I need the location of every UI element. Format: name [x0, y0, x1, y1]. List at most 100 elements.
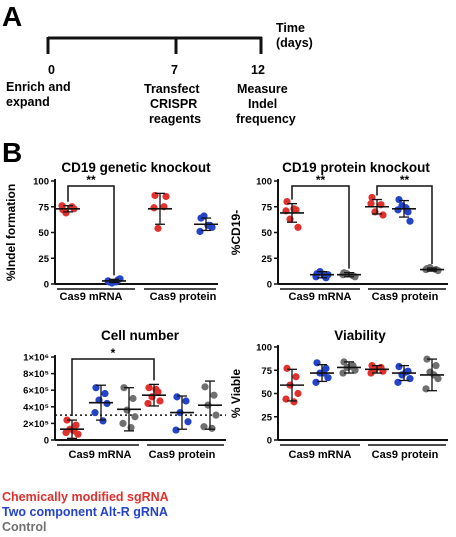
data-point	[395, 195, 403, 204]
y-tick-label: 25	[261, 254, 272, 265]
y-axis-label: % Viable	[229, 369, 243, 418]
event-text-line: Transfect	[144, 82, 200, 96]
series-chemically_modified	[60, 416, 84, 439]
data-point	[294, 389, 302, 398]
data-point	[312, 378, 320, 386]
data-point	[154, 224, 162, 232]
series-two_component	[392, 195, 416, 225]
y-tick-label: 2×10⁵	[23, 419, 49, 430]
y-tick-label: 50	[261, 389, 272, 400]
data-point	[58, 202, 66, 210]
panel-a: A Time (days) 0 Enrich and expand 7 Tran…	[2, 1, 313, 126]
data-point	[432, 362, 440, 370]
data-point	[379, 211, 387, 219]
chart-title: Viability	[334, 328, 386, 343]
group-label: Cas9 mRNA	[289, 291, 352, 303]
series-control	[420, 355, 444, 393]
data-point	[129, 394, 137, 403]
data-point	[294, 223, 302, 231]
data-point	[145, 384, 153, 392]
significance-label: **	[316, 173, 326, 187]
y-tick-label: 1×10⁶	[23, 353, 49, 364]
series-chemically_modified	[280, 364, 304, 406]
y-tick-label: 75	[38, 202, 49, 213]
chart-cell-number: Cell number 0 2×10⁵ 4×10⁵ 6×10⁵ 8×10⁵ 1×10⁶ Cas…	[23, 328, 226, 461]
data-point	[406, 217, 414, 225]
legend-item-control: Control	[2, 520, 47, 534]
series-chemically_modified	[142, 383, 166, 408]
significance-label: *	[111, 346, 116, 360]
significance-bracket	[376, 185, 433, 265]
y-tick-label: 4×10⁵	[23, 402, 49, 413]
series-chemically_modified	[56, 202, 80, 217]
significance-bracket	[291, 185, 350, 269]
event-text-line: frequency	[236, 112, 296, 126]
series-two_component	[170, 393, 194, 434]
y-tick-label: 0	[267, 436, 272, 447]
event-day-label: 0	[48, 63, 55, 77]
panel-b-letter: B	[2, 137, 22, 168]
y-axis-label: %Indel formation	[4, 184, 18, 281]
series-control	[337, 269, 361, 281]
data-point	[172, 426, 180, 434]
series-two_component	[310, 268, 334, 282]
data-point	[422, 385, 430, 393]
chart-title: Cell number	[101, 328, 180, 343]
data-point	[131, 413, 139, 421]
data-point	[313, 359, 321, 367]
data-point	[91, 409, 99, 417]
data-point	[283, 364, 291, 372]
series-chemically_modified	[280, 198, 304, 231]
chart-title: CD19 protein knockout	[282, 160, 430, 175]
data-point	[119, 419, 127, 427]
group-label: Cas9 protein	[149, 449, 216, 461]
chart-cd19-genetic-knockout: CD19 genetic knockout %Indel formation 0 25…	[4, 160, 218, 303]
y-tick-label: 0	[44, 280, 49, 291]
y-tick-label: 75	[261, 366, 272, 377]
y-tick-label: 25	[261, 412, 272, 423]
data-point	[173, 393, 181, 401]
y-tick-label: 100	[33, 177, 49, 188]
data-point	[101, 389, 109, 398]
y-tick-label: 100	[256, 343, 272, 354]
group-label: Cas9 protein	[150, 291, 217, 303]
y-axis-label: %CD19-	[229, 210, 243, 255]
data-point	[72, 421, 80, 429]
data-point	[196, 227, 204, 236]
data-point	[210, 391, 218, 399]
group-label: Cas9 protein	[372, 449, 439, 461]
data-point	[394, 378, 402, 386]
data-point	[184, 418, 192, 426]
data-point	[367, 369, 375, 377]
event-text-line: Indel	[248, 97, 277, 111]
data-point	[144, 399, 152, 408]
significance-label: **	[400, 173, 410, 187]
series-chemically_modified	[365, 193, 389, 219]
legend-item-two-component: Two component Alt-R gRNA	[2, 505, 168, 519]
series-control	[198, 380, 222, 432]
data-point	[182, 397, 190, 405]
group-label: Cas9 mRNA	[69, 449, 132, 461]
data-point	[201, 383, 209, 391]
data-point	[394, 206, 402, 214]
y-tick-label: 50	[38, 228, 49, 239]
data-point	[339, 369, 347, 377]
y-tick-label: 0	[44, 436, 49, 447]
data-point	[156, 397, 164, 405]
event-text-line: expand	[6, 95, 50, 109]
data-point	[92, 384, 100, 392]
panel-a-letter: A	[2, 1, 22, 32]
data-point	[367, 200, 375, 208]
event-text-line: Enrich and	[6, 80, 71, 94]
data-point	[103, 399, 111, 408]
series-two_component	[102, 275, 126, 287]
group-label: Cas9 mRNA	[60, 291, 123, 303]
significance-label: **	[86, 173, 96, 187]
y-tick-label: 75	[261, 202, 272, 213]
significance-bracket	[71, 358, 155, 417]
data-point	[406, 375, 414, 383]
y-tick-label: 0	[267, 280, 272, 291]
timeline-label-units: (days)	[276, 36, 313, 50]
y-tick-label: 100	[256, 177, 272, 188]
